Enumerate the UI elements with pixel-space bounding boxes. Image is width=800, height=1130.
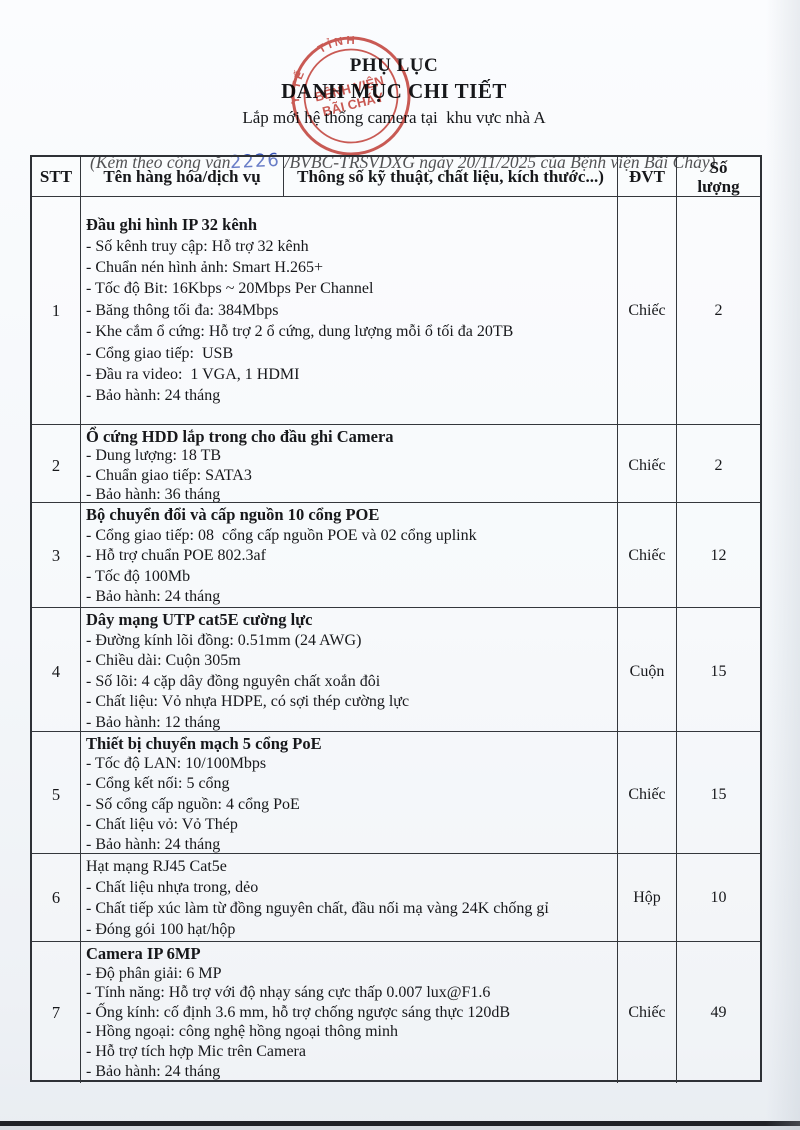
row-number-cell: 6	[32, 854, 81, 942]
table-row: 6 Hạt mạng RJ45 Cat5e - Chất liệu nhựa t…	[32, 854, 760, 942]
table-header-row: STT Tên hàng hóa/dịch vụ Thông số kỹ thu…	[32, 157, 760, 197]
reference-suffix: /BVBC-TRSVDXG ngày 20/11/2025 của Bệnh v…	[280, 152, 716, 172]
spec-line: - Hồng ngoại: công nghệ hồng ngoại thông…	[86, 1023, 398, 1041]
spec-line: - Băng thông tối đa: 384Mbps	[86, 301, 279, 319]
spec-line: - Tốc độ Bit: 16Kbps ~ 20Mbps Per Channe…	[86, 280, 374, 298]
scan-edge-margin	[0, 1126, 800, 1130]
row-title: Bộ chuyển đổi và cấp nguồn 10 cổng POE	[86, 505, 380, 524]
row-content-cell: Hạt mạng RJ45 Cat5e - Chất liệu nhựa tro…	[81, 854, 618, 942]
unit-cell: Chiếc	[618, 197, 677, 424]
spec-line: - Cổng kết nối: 5 cổng	[86, 775, 230, 793]
unit-cell: Chiếc	[618, 503, 677, 610]
qty-cell: 15	[710, 785, 727, 803]
table-row: 5 Thiết bị chuyển mạch 5 cổng PoE - Tốc …	[32, 732, 760, 858]
scan-edge-bar	[0, 1121, 800, 1126]
spec-line: - Chất tiếp xúc làm từ đồng nguyên chất,…	[86, 900, 549, 917]
doc-title-phu-luc: PHỤ LỤC	[349, 55, 439, 76]
row-title: Ổ cứng HDD lắp trong cho đầu ghi Camera	[86, 427, 394, 446]
unit-cell: Chiếc	[618, 942, 677, 1084]
header-unit: ĐVT	[618, 157, 677, 196]
spec-line: - Chuẩn giao tiếp: SATA3	[86, 466, 252, 484]
spec-line: - Đóng gói 100 hạt/hộp	[86, 921, 236, 938]
table-row: 1 Đầu ghi hình IP 32 kênh - Số kênh truy…	[32, 197, 760, 425]
spec-line: - Số lõi: 4 cặp dây đồng nguyên chất xoắ…	[86, 672, 381, 690]
header-stt: STT	[32, 157, 81, 196]
spec-line: - Bảo hành: 24 tháng	[86, 1062, 221, 1080]
row-number-cell: 1	[32, 197, 81, 424]
spec-line: - Cổng giao tiếp: USB	[86, 344, 234, 362]
table-row: 7 Camera IP 6MP - Độ phân giải: 6 MP - T…	[32, 942, 760, 1084]
spec-line: - Chiều dài: Cuộn 305m	[86, 652, 241, 669]
spec-line: - Cổng giao tiếp: 08 cổng cấp nguồn POE …	[86, 526, 477, 544]
row-content-cell: Ổ cứng HDD lắp trong cho đầu ghi Camera …	[81, 425, 618, 507]
row-content-cell: Camera IP 6MP - Độ phân giải: 6 MP - Tín…	[81, 942, 618, 1084]
qty-cell: 12	[710, 547, 727, 565]
spec-line: - Tốc độ LAN: 10/100Mbps	[86, 755, 267, 773]
spec-line: - Bảo hành: 12 tháng	[86, 713, 221, 731]
row-content-cell: Đầu ghi hình IP 32 kênh - Số kênh truy c…	[81, 197, 618, 424]
row-content-cell: Bộ chuyển đổi và cấp nguồn 10 cổng POE -…	[81, 503, 618, 610]
row-title: Camera IP 6MP	[86, 944, 201, 963]
spec-line: - Dung lượng: 18 TB	[86, 447, 222, 465]
qty-cell: 49	[710, 1003, 727, 1021]
qty-cell: 2	[714, 456, 723, 474]
row-number-cell: 5	[32, 732, 81, 858]
spec-line: - Độ phân giải: 6 MP	[86, 964, 222, 982]
table-row: 2 Ổ cứng HDD lắp trong cho đầu ghi Camer…	[32, 425, 760, 507]
qty-cell: 2	[714, 301, 723, 319]
doc-subtitle: Lắp mới hệ thống camera tại khu vực nhà …	[242, 108, 546, 127]
header-name: Tên hàng hóa/dịch vụ	[81, 157, 284, 196]
unit-cell: Chiếc	[618, 732, 677, 858]
spec-line: - Số cổng cấp nguồn: 4 cổng PoE	[86, 795, 300, 813]
spec-line: - Khe cắm ổ cứng: Hỗ trợ 2 ổ cứng, dung …	[86, 323, 514, 341]
spec-line: - Bảo hành: 36 tháng	[86, 486, 221, 504]
header-specs: Thông số kỹ thuật, chất liệu, kích thước…	[284, 157, 618, 196]
row-content-cell: Dây mạng UTP cat5E cường lực - Đường kín…	[81, 608, 618, 735]
equipment-table: STT Tên hàng hóa/dịch vụ Thông số kỹ thu…	[30, 155, 762, 1084]
spec-line: - Hỗ trợ tích hợp Mic trên Camera	[86, 1042, 306, 1060]
doc-title-danh-muc: DANH MỤC CHI TIẾT	[281, 79, 507, 103]
spec-line: - Hỗ trợ chuẩn POE 802.3af	[86, 547, 266, 565]
spec-line: - Đầu ra video: 1 VGA, 1 HDMI	[86, 366, 300, 384]
header-qty: Số lượng	[677, 157, 760, 196]
row-title: Dây mạng UTP cat5E cường lực	[86, 610, 313, 629]
row-number-cell: 4	[32, 608, 81, 735]
row-number-cell: 2	[32, 425, 81, 507]
unit-cell: Chiếc	[618, 425, 677, 507]
spec-line: - Chất liệu: Vỏ nhựa HDPE, có sợi thép c…	[86, 693, 410, 710]
table-row: 4 Dây mạng UTP cat5E cường lực - Đường k…	[32, 608, 760, 735]
spec-line: - Chất liệu nhựa trong, dẻo	[86, 879, 259, 896]
row-number-cell: 3	[32, 503, 81, 610]
spec-line: - Bảo hành: 24 tháng	[86, 387, 221, 405]
row-number-cell: 7	[32, 942, 81, 1084]
doc-reference-line: (Kèm theo công văn2226 /BVBC-TRSVDXG ngà…	[12, 131, 776, 194]
table-row: 3 Bộ chuyển đổi và cấp nguồn 10 cổng POE…	[32, 503, 760, 610]
header-qty-label: Số lượng	[697, 157, 740, 196]
row-title: Hạt mạng RJ45 Cat5e	[86, 858, 227, 875]
spec-line: - Tính năng: Hỗ trợ với độ nhạy sáng cực…	[86, 984, 491, 1002]
unit-cell: Hộp	[618, 854, 677, 942]
reference-prefix: (Kèm theo công văn	[90, 152, 231, 172]
stamp-arc-top-text: TỈNH	[315, 31, 360, 57]
spec-line: - Ống kính: cố định 3.6 mm, hỗ trợ chống…	[86, 1003, 510, 1021]
svg-text:TỈNH: TỈNH	[315, 31, 360, 57]
qty-cell: 15	[710, 662, 727, 680]
spec-line: - Đường kính lõi đồng: 0.51mm (24 AWG)	[86, 631, 362, 649]
row-title: Đầu ghi hình IP 32 kênh	[86, 215, 258, 235]
row-title: Thiết bị chuyển mạch 5 cổng PoE	[86, 734, 322, 753]
unit-cell: Cuộn	[618, 608, 677, 735]
spec-line: - Bảo hành: 24 tháng	[86, 588, 221, 606]
spec-line: - Số kênh truy cập: Hỗ trợ 32 kênh	[86, 237, 309, 255]
spec-line: - Bảo hành: 24 tháng	[86, 836, 221, 854]
row-content-cell: Thiết bị chuyển mạch 5 cổng PoE - Tốc độ…	[81, 732, 618, 858]
qty-cell: 10	[710, 889, 727, 906]
spec-line: - Chuẩn nén hình ảnh: Smart H.265+	[86, 258, 323, 276]
spec-line: - Tốc độ 100Mb	[86, 567, 191, 585]
spec-line: - Chất liệu vỏ: Vỏ Thép	[86, 815, 238, 833]
